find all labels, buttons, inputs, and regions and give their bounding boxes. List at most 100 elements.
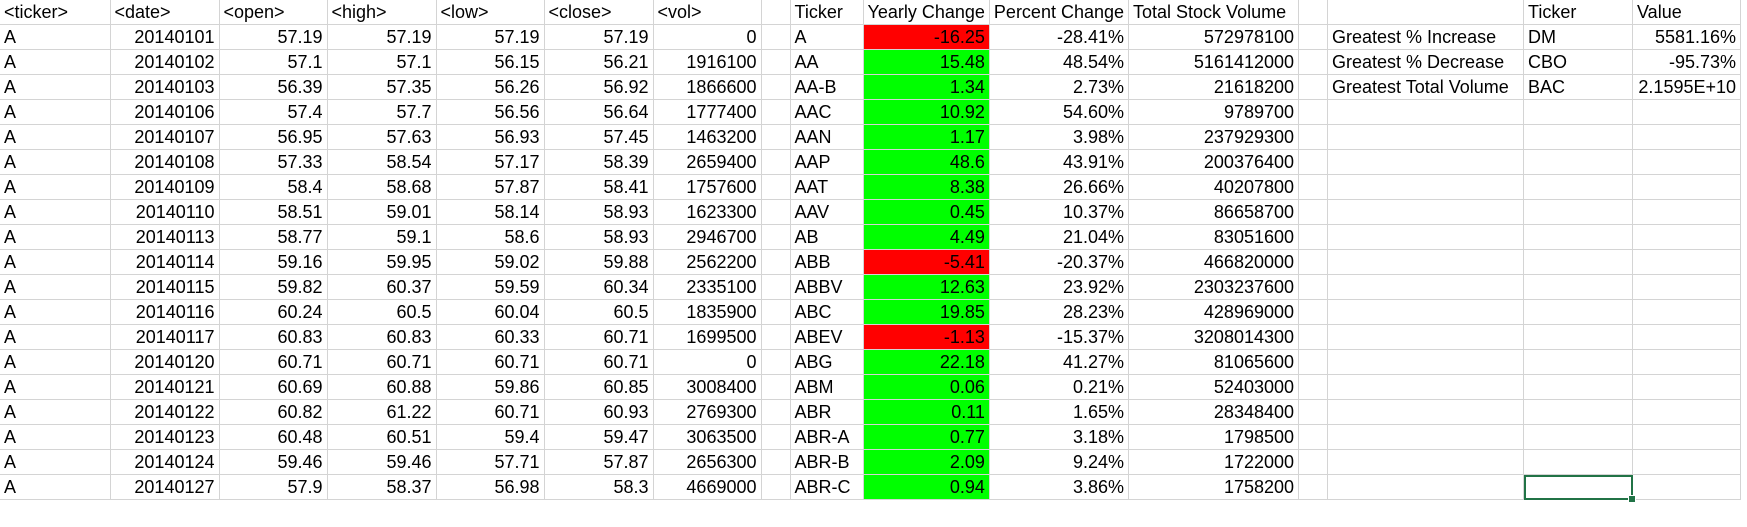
empty-cell[interactable]	[1327, 349, 1525, 375]
empty-cell[interactable]	[761, 124, 791, 150]
empty-cell[interactable]	[761, 274, 791, 300]
raw-data-cell[interactable]: A	[0, 399, 111, 425]
raw-data-cell[interactable]: A	[0, 24, 111, 50]
empty-cell[interactable]	[1632, 124, 1742, 150]
empty-cell[interactable]	[761, 374, 791, 400]
empty-cell[interactable]	[1632, 199, 1742, 225]
raw-data-cell[interactable]: A	[0, 424, 111, 450]
empty-cell[interactable]	[1632, 224, 1742, 250]
raw-data-cell[interactable]: 57.19	[544, 24, 654, 50]
yearly-change-cell[interactable]: 0.11	[863, 399, 990, 425]
raw-data-cell[interactable]: 58.3	[544, 474, 654, 500]
summary-data-cell[interactable]: AB	[790, 224, 864, 250]
yearly-change-cell[interactable]: 0.77	[863, 424, 990, 450]
raw-data-cell[interactable]: 57.35	[327, 74, 437, 100]
empty-cell[interactable]	[761, 149, 791, 175]
yearly-change-cell[interactable]: 4.49	[863, 224, 990, 250]
empty-cell[interactable]	[1523, 349, 1634, 375]
summary-data-cell[interactable]: 5161412000	[1128, 49, 1300, 75]
empty-cell[interactable]	[1632, 99, 1742, 125]
raw-data-cell[interactable]: A	[0, 474, 111, 500]
yearly-change-cell[interactable]: -1.13	[863, 324, 990, 350]
raw-data-cell[interactable]: 60.71	[327, 349, 437, 375]
summary-data-cell[interactable]: 466820000	[1128, 249, 1300, 275]
empty-cell[interactable]	[1523, 374, 1634, 400]
summary-data-cell[interactable]: AAC	[790, 99, 864, 125]
raw-data-cell[interactable]: 59.82	[219, 274, 328, 300]
empty-cell[interactable]	[1327, 249, 1525, 275]
raw-data-cell[interactable]: 60.33	[436, 324, 545, 350]
summary-data-cell[interactable]: 40207800	[1128, 174, 1300, 200]
summary-data-cell[interactable]: ABR-C	[790, 474, 864, 500]
raw-data-cell[interactable]: 57.19	[436, 24, 545, 50]
raw-header-cell[interactable]: <low>	[436, 0, 545, 25]
empty-cell[interactable]	[1632, 249, 1742, 275]
fill-handle[interactable]	[1627, 494, 1636, 503]
empty-cell[interactable]	[1327, 174, 1525, 200]
raw-data-cell[interactable]: A	[0, 49, 111, 75]
raw-data-cell[interactable]: 2946700	[653, 224, 762, 250]
empty-cell[interactable]	[1327, 199, 1525, 225]
raw-data-cell[interactable]: 60.71	[544, 324, 654, 350]
raw-data-cell[interactable]: 20140123	[110, 424, 220, 450]
empty-cell[interactable]	[1327, 374, 1525, 400]
raw-data-cell[interactable]: 60.51	[327, 424, 437, 450]
raw-data-cell[interactable]: 60.24	[219, 299, 328, 325]
empty-cell[interactable]	[1523, 124, 1634, 150]
empty-cell[interactable]	[1632, 324, 1742, 350]
raw-data-cell[interactable]: A	[0, 249, 111, 275]
raw-data-cell[interactable]: 59.01	[327, 199, 437, 225]
yearly-change-cell[interactable]: 12.63	[863, 274, 990, 300]
greatest-header-cell[interactable]: Value	[1632, 0, 1742, 25]
greatest-label-cell[interactable]: Greatest % Decrease	[1327, 49, 1525, 75]
raw-data-cell[interactable]: 20140127	[110, 474, 220, 500]
empty-cell[interactable]	[1327, 224, 1525, 250]
empty-cell[interactable]	[1298, 449, 1329, 475]
empty-cell[interactable]	[1632, 149, 1742, 175]
empty-cell[interactable]	[1523, 199, 1634, 225]
raw-data-cell[interactable]: 56.39	[219, 74, 328, 100]
empty-cell[interactable]	[1298, 299, 1329, 325]
empty-cell[interactable]	[1523, 299, 1634, 325]
raw-data-cell[interactable]: A	[0, 124, 111, 150]
empty-cell[interactable]	[1327, 399, 1525, 425]
empty-cell[interactable]	[1298, 99, 1329, 125]
raw-data-cell[interactable]: 57.87	[436, 174, 545, 200]
empty-cell[interactable]	[761, 399, 791, 425]
empty-cell[interactable]	[761, 224, 791, 250]
raw-data-cell[interactable]: 20140116	[110, 299, 220, 325]
raw-data-cell[interactable]: 59.1	[327, 224, 437, 250]
raw-data-cell[interactable]: 60.83	[327, 324, 437, 350]
raw-data-cell[interactable]: 1757600	[653, 174, 762, 200]
raw-data-cell[interactable]: 57.33	[219, 149, 328, 175]
summary-data-cell[interactable]: 10.37%	[989, 199, 1130, 225]
raw-data-cell[interactable]: 60.5	[544, 299, 654, 325]
yearly-change-cell[interactable]: 1.34	[863, 74, 990, 100]
empty-cell[interactable]	[761, 74, 791, 100]
raw-data-cell[interactable]: 61.22	[327, 399, 437, 425]
empty-cell[interactable]	[1298, 74, 1329, 100]
summary-data-cell[interactable]: 48.54%	[989, 49, 1130, 75]
raw-data-cell[interactable]: 2769300	[653, 399, 762, 425]
raw-data-cell[interactable]: 60.85	[544, 374, 654, 400]
raw-data-cell[interactable]: 58.4	[219, 174, 328, 200]
raw-data-cell[interactable]: 60.93	[544, 399, 654, 425]
summary-data-cell[interactable]: 21618200	[1128, 74, 1300, 100]
empty-cell[interactable]	[761, 424, 791, 450]
yearly-change-cell[interactable]: 19.85	[863, 299, 990, 325]
raw-header-cell[interactable]: <high>	[327, 0, 437, 25]
greatest-label-cell[interactable]: Greatest Total Volume	[1327, 74, 1525, 100]
empty-cell[interactable]	[1298, 274, 1329, 300]
raw-data-cell[interactable]: 60.34	[544, 274, 654, 300]
raw-data-cell[interactable]: 0	[653, 349, 762, 375]
empty-cell[interactable]	[1298, 0, 1329, 25]
raw-data-cell[interactable]: 56.56	[436, 99, 545, 125]
summary-data-cell[interactable]: 3.86%	[989, 474, 1130, 500]
raw-data-cell[interactable]: 2335100	[653, 274, 762, 300]
summary-data-cell[interactable]: 52403000	[1128, 374, 1300, 400]
yearly-change-cell[interactable]: -5.41	[863, 249, 990, 275]
raw-data-cell[interactable]: 60.69	[219, 374, 328, 400]
raw-data-cell[interactable]: 57.9	[219, 474, 328, 500]
summary-data-cell[interactable]: ABM	[790, 374, 864, 400]
summary-data-cell[interactable]: 2303237600	[1128, 274, 1300, 300]
